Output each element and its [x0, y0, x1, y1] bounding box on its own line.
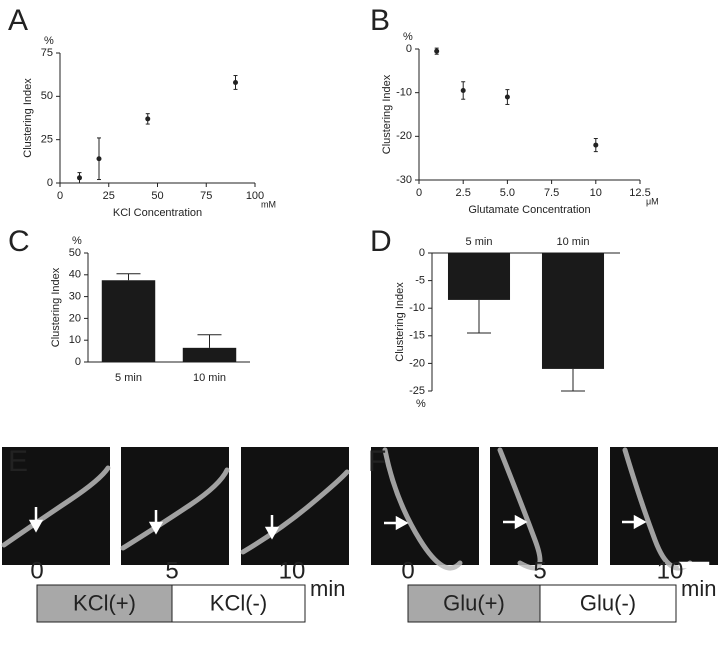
x-unit: μM: [646, 196, 659, 206]
segment-label: KCl(-): [210, 590, 267, 615]
point: [460, 87, 466, 93]
y-unit: %: [403, 31, 413, 43]
x-tick-label: 10: [590, 187, 602, 199]
x-axis-title: Glutamate Concentration: [468, 204, 590, 216]
y-tick-label: 40: [69, 269, 81, 281]
x-tick-label: 0: [416, 187, 422, 199]
point: [233, 79, 238, 85]
y-unit: %: [416, 398, 426, 410]
x-tick-label: 25: [103, 190, 115, 202]
x-tick-label: 2.5: [456, 187, 471, 199]
bar: [541, 253, 605, 369]
bar: [101, 280, 156, 362]
time-tick: 10: [657, 557, 684, 584]
y-tick-label: 25: [41, 134, 53, 146]
x-unit: mM: [261, 199, 276, 209]
y-axis-title: Clustering Index: [50, 267, 62, 347]
panel-label: C: [8, 225, 30, 258]
y-axis-title: Clustering Index: [394, 282, 406, 362]
x-tick-label: 7.5: [544, 187, 559, 199]
time-tick: 0: [401, 557, 414, 584]
x-tick-label: 50: [151, 190, 163, 202]
time-tick: 5: [533, 557, 546, 584]
point: [504, 94, 510, 100]
y-tick-label: -15: [409, 330, 425, 342]
y-tick-label: -20: [409, 357, 425, 369]
y-tick-label: -20: [396, 130, 412, 142]
time-unit: min: [681, 576, 716, 601]
y-tick-label: 0: [75, 356, 81, 368]
segment-on: [407, 584, 541, 623]
x-axis-title: KCl Concentration: [113, 207, 202, 219]
time-tick: 0: [30, 557, 43, 584]
y-tick-label: -5: [415, 275, 425, 287]
x-tick-label: 100: [246, 190, 264, 202]
x-tick-label: 5.0: [500, 187, 515, 199]
x-tick-label: 0: [57, 190, 63, 202]
y-tick-label: 20: [69, 312, 81, 324]
time-unit: min: [310, 576, 345, 601]
y-tick-label: 0: [406, 43, 412, 55]
segment-label: Glu(-): [580, 590, 636, 615]
point: [434, 48, 440, 54]
y-unit: %: [72, 235, 82, 247]
category-label: 10 min: [193, 372, 226, 384]
y-tick-label: 30: [69, 291, 81, 303]
segment-label: KCl(+): [73, 590, 136, 615]
y-tick-label: 0: [47, 177, 53, 189]
panel-label: D: [370, 225, 392, 258]
y-axis-title: Clustering Index: [22, 78, 34, 158]
y-tick-label: 10: [69, 334, 81, 346]
x-tick-label: 12.5: [629, 187, 650, 199]
category-label: 10 min: [556, 236, 589, 248]
category-label: 5 min: [115, 372, 142, 384]
category-label: 5 min: [466, 236, 493, 248]
panel-label: A: [8, 4, 28, 37]
segment-label: Glu(+): [443, 590, 505, 615]
y-tick-label: 0: [419, 247, 425, 259]
point: [77, 175, 82, 181]
y-tick-label: -25: [409, 385, 425, 397]
segment-off: [539, 584, 677, 623]
panel-label: E: [8, 445, 28, 478]
y-tick-label: 50: [69, 247, 81, 259]
micrographs: [1, 447, 718, 571]
y-tick-label: -10: [396, 87, 412, 99]
time-tick: 10: [279, 557, 306, 584]
x-tick-label: 75: [200, 190, 212, 202]
point: [593, 142, 599, 148]
y-unit: %: [44, 35, 54, 47]
bar: [447, 253, 511, 300]
bar: [182, 347, 237, 362]
point: [96, 156, 102, 162]
y-tick-label: 50: [41, 90, 53, 102]
segment-off: [171, 584, 306, 623]
y-axis-title: Clustering Index: [381, 74, 393, 154]
y-tick-label: 75: [41, 47, 53, 59]
point: [145, 116, 151, 122]
panel-label: B: [370, 4, 390, 37]
y-tick-label: -10: [409, 302, 425, 314]
segment-on: [36, 584, 173, 623]
time-tick: 5: [165, 557, 178, 584]
panel-label: F: [368, 445, 386, 478]
y-tick-label: -30: [396, 174, 412, 186]
